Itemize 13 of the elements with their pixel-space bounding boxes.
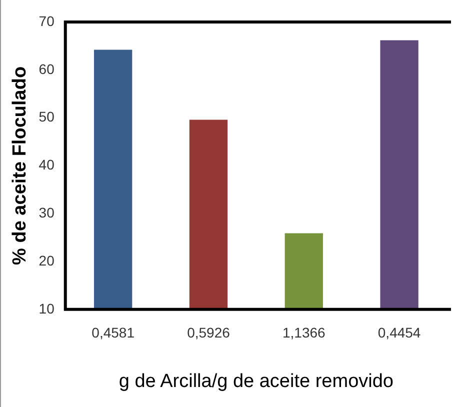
y-tick-label: 60 [38, 60, 55, 77]
y-tick-label: 30 [38, 204, 55, 220]
x-axis-title: g de Arcilla/g de aceite removido [118, 370, 394, 392]
y-tick-label: 20 [38, 252, 55, 268]
y-tick-label: 40 [38, 156, 55, 173]
x-tick-label: 0,4454 [378, 324, 421, 341]
x-tick-label: 0,4581 [92, 324, 135, 341]
x-tick-label: 1,1366 [282, 324, 326, 341]
y-tick-label: 50 [38, 108, 55, 125]
y-axis-title: % de aceite Floculado [10, 66, 31, 265]
y-tick-label: 10 [38, 300, 55, 316]
y-tick-label: 70 [38, 12, 55, 29]
x-tick-label: 0,5926 [187, 324, 230, 341]
